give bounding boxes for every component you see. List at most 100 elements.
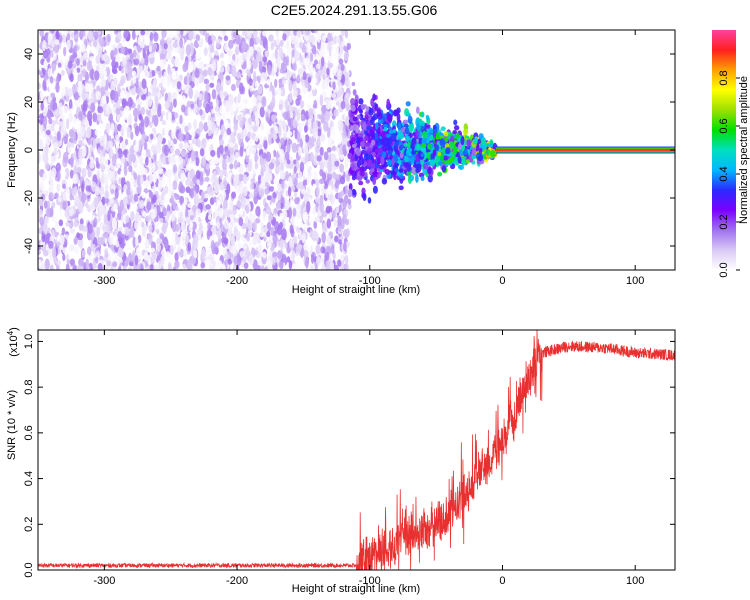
- spectrogram-cell: [282, 131, 287, 141]
- spectrogram-cell: [252, 250, 258, 256]
- spectrogram-cell: [136, 86, 141, 94]
- spectrogram-cell: [254, 232, 259, 241]
- spectrogram-cell: [53, 43, 59, 54]
- spectrogram-cell: [44, 215, 50, 225]
- spectrogram-cell: [141, 148, 147, 160]
- spectrogram-cell: [62, 151, 69, 163]
- spectrogram-cell: [292, 235, 298, 244]
- spectrogram-cell: [289, 239, 295, 248]
- spectrogram-cell: [180, 52, 184, 61]
- spectrogram-cell: [344, 136, 348, 147]
- spectrogram-cell: [81, 88, 87, 101]
- spectrogram-cell: [320, 133, 326, 142]
- spectrogram-cell: [132, 49, 137, 58]
- spectrogram-cell: [290, 34, 297, 45]
- spectrogram-cell: [173, 138, 178, 145]
- spectrogram-cell: [274, 78, 278, 88]
- spectrogram-cell: [100, 122, 105, 130]
- spectrogram-cell: [239, 145, 244, 157]
- spectrogram-cell: [322, 247, 326, 254]
- spectrogram-cell: [135, 236, 139, 247]
- spectrogram-cell: [188, 86, 194, 99]
- spectrogram-cell: [288, 79, 293, 92]
- spectrogram-cell: [128, 164, 133, 173]
- spectrogram-cell: [297, 107, 302, 114]
- spectrogram-cell: [221, 30, 227, 37]
- spectrogram-cell: [257, 84, 263, 95]
- spectrogram-cell: [111, 65, 117, 74]
- spectrogram-cell: [312, 127, 318, 139]
- spectrogram-cell: [238, 43, 243, 53]
- spectrogram-cell: [243, 198, 247, 206]
- spectrogram-cell: [233, 130, 237, 137]
- spectrogram-cell: [294, 177, 298, 186]
- spectrogram-cell: [324, 251, 330, 261]
- spectrogram-cell: [231, 244, 237, 256]
- spectrogram-cell: [174, 194, 180, 201]
- spectrogram-cell: [203, 101, 207, 109]
- spectrogram-cell: [306, 201, 311, 213]
- spectrogram-cell: [223, 91, 228, 97]
- spectrogram-cell: [201, 139, 206, 146]
- spectrogram-cell: [221, 266, 226, 270]
- spectrogram-cell: [91, 243, 96, 252]
- spectrogram-cell: [142, 211, 147, 218]
- spectrogram-cell: [101, 78, 107, 88]
- spectrogram-cell: [251, 146, 257, 155]
- spectrogram-cell: [347, 30, 352, 41]
- spectrogram-cell: [298, 244, 303, 250]
- spectrogram-cell: [304, 35, 310, 41]
- spectrogram-cell: [174, 47, 180, 53]
- spectrogram-cell: [62, 183, 66, 189]
- spectrogram-cell: [122, 213, 128, 225]
- spectrogram-cell: [178, 142, 184, 150]
- spectrogram-cell: [76, 232, 80, 239]
- spectrogram-cell: [189, 187, 194, 199]
- spectrogram-cell: [208, 101, 214, 110]
- spectrogram-cell: [59, 244, 64, 251]
- spectrogram-cell: [153, 264, 159, 270]
- spectrogram-cell: [282, 33, 287, 41]
- spectrogram-cell: [145, 180, 149, 188]
- spectrogram-cell: [62, 105, 69, 117]
- spectrogram-cell: [41, 130, 46, 142]
- spectrogram-cell: [149, 32, 153, 43]
- spectrogram-cell: [53, 70, 58, 78]
- spectrogram-cell: [275, 30, 280, 38]
- spectrogram-cell: [283, 72, 288, 78]
- spectrogram-cell: [96, 85, 101, 93]
- spectrogram-cell: [134, 58, 140, 66]
- spectrogram-cell: [133, 172, 138, 181]
- spectrogram-cell: [115, 108, 121, 115]
- spectrogram-cell: [234, 151, 240, 158]
- spectrogram-cell: [208, 264, 213, 270]
- spectrogram-cell: [284, 79, 290, 89]
- spectrogram-cell: [205, 83, 210, 92]
- spectrogram-cell: [82, 99, 88, 112]
- spectrogram-cell: [291, 263, 297, 270]
- spectrogram-cell: [195, 169, 201, 180]
- spectrogram-cell: [407, 115, 413, 125]
- spectrogram-cell: [155, 142, 162, 154]
- spectrogram-cell: [160, 256, 165, 265]
- spectrogram-cell: [90, 214, 95, 221]
- spectrogram-cell: [38, 233, 41, 241]
- spectrogram-cell: [90, 103, 96, 113]
- spectrogram-cell: [211, 35, 217, 42]
- spectrogram-cell: [171, 220, 177, 233]
- spectrogram-cell: [312, 44, 317, 55]
- spectrogram-cell: [134, 255, 139, 266]
- spectrogram-cell: [323, 120, 329, 131]
- spectrogram-cell: [342, 200, 348, 209]
- spectrogram-cell: [344, 231, 349, 239]
- spectrogram-cell: [237, 127, 243, 134]
- spectrogram-cell: [56, 74, 60, 85]
- spectrogram-cell: [82, 52, 88, 58]
- spectrogram-cell: [164, 100, 169, 110]
- spectrogram-cell: [225, 75, 231, 81]
- spectrogram-cell: [164, 126, 170, 135]
- spectrogram-cell: [97, 236, 101, 248]
- spectrogram-cell: [275, 201, 281, 210]
- spectrogram-cell: [184, 153, 189, 163]
- spectrogram-cell: [287, 138, 293, 145]
